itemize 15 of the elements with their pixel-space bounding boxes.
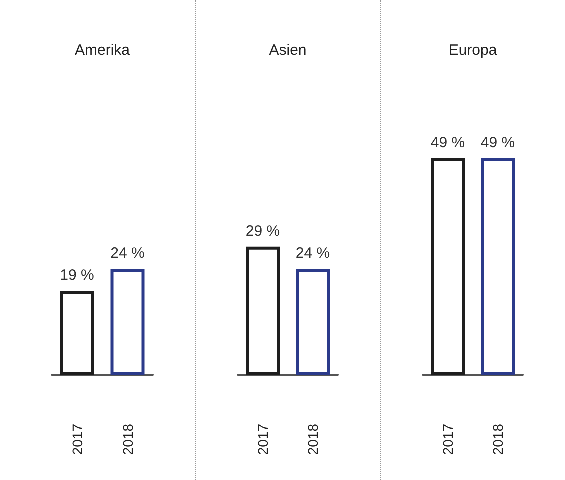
data-label: 24 % xyxy=(296,244,330,262)
x-tick-label: 2017 xyxy=(69,424,86,456)
data-label: 19 % xyxy=(60,267,94,284)
data-label: 24 % xyxy=(110,244,145,262)
chart-title: Europa xyxy=(448,42,498,59)
data-label: 49 % xyxy=(430,134,466,152)
chart-title: Asien xyxy=(269,42,307,59)
x-tick-label: 2018 xyxy=(305,424,321,456)
x-tick-label: 2018 xyxy=(120,424,136,456)
chart-title: Amerika xyxy=(74,42,131,59)
data-label: 49 % xyxy=(480,134,516,152)
data-label: 29 % xyxy=(246,222,280,240)
x-tick-label: 2017 xyxy=(255,424,271,456)
x-tick-label: 2017 xyxy=(440,424,456,456)
x-tick-label: 2018 xyxy=(490,424,506,456)
